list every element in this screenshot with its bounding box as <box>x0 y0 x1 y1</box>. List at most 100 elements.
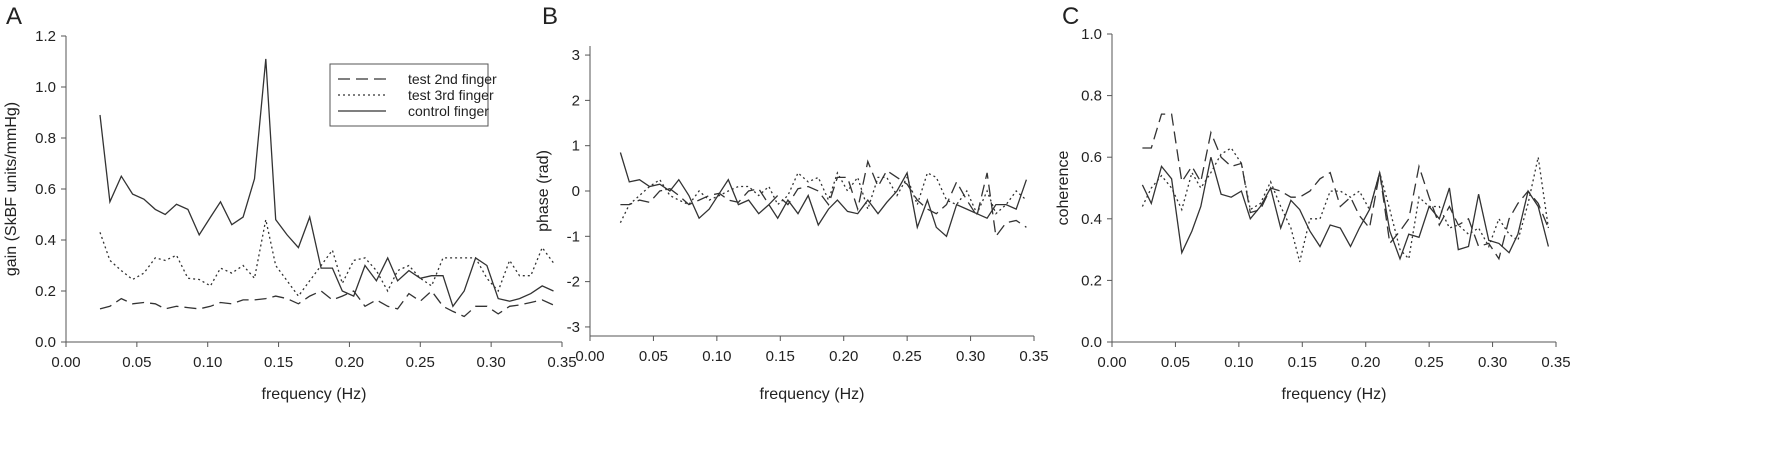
data-point <box>431 290 432 291</box>
data-point <box>828 199 829 200</box>
data-point <box>364 257 365 258</box>
data-point <box>376 299 377 300</box>
data-point <box>530 293 531 294</box>
data-point <box>1171 187 1172 188</box>
data-point <box>1418 197 1419 198</box>
x-tick-label: 0.05 <box>122 354 151 371</box>
data-point <box>659 190 660 191</box>
data-point <box>797 172 798 173</box>
y-tick-label: 0.2 <box>35 283 56 300</box>
data-point <box>275 296 276 297</box>
data-point <box>243 299 244 300</box>
data-point <box>452 306 453 307</box>
data-point <box>275 219 276 220</box>
x-tick-label: 0.30 <box>1478 354 1507 371</box>
data-point <box>1161 175 1162 176</box>
data-point <box>187 209 188 210</box>
data-point <box>1389 243 1390 244</box>
data-point <box>353 290 354 291</box>
data-point <box>1260 206 1261 207</box>
data-point <box>431 285 432 286</box>
panel-label: B <box>542 3 558 30</box>
data-point <box>1191 166 1192 167</box>
data-point <box>867 161 868 162</box>
data-point <box>629 204 630 205</box>
data-point <box>176 204 177 205</box>
data-point <box>1458 224 1459 225</box>
series-line-solid <box>619 152 1028 238</box>
data-point <box>442 275 443 276</box>
y-tick-label: 0.0 <box>1081 334 1102 351</box>
data-point <box>877 186 878 187</box>
data-point <box>464 316 465 317</box>
data-point <box>99 308 100 309</box>
data-point <box>187 278 188 279</box>
y-axis-label: phase (rad) <box>535 150 552 232</box>
data-point <box>1538 206 1539 207</box>
data-point <box>1330 172 1331 173</box>
series-line-dashed <box>99 290 554 318</box>
data-point <box>1191 172 1192 173</box>
data-point <box>1508 234 1509 235</box>
data-point <box>1250 212 1251 213</box>
y-tick-label: 2 <box>572 92 580 109</box>
data-point <box>797 213 798 214</box>
series-line-dotted <box>99 219 555 298</box>
data-point <box>475 306 476 307</box>
data-point <box>364 265 365 266</box>
data-point <box>1488 240 1489 241</box>
y-tick-label: 1.0 <box>1081 26 1102 43</box>
data-point <box>688 195 689 196</box>
series-line-dotted <box>1141 147 1550 263</box>
data-point <box>1005 222 1006 223</box>
data-point <box>1231 197 1232 198</box>
data-point <box>758 213 759 214</box>
x-tick-label: 0.15 <box>1288 354 1317 371</box>
data-point <box>1478 227 1479 228</box>
data-point <box>109 260 110 261</box>
y-tick-label: 1.2 <box>35 28 56 45</box>
data-point <box>1181 181 1182 182</box>
data-point <box>907 184 908 185</box>
data-point <box>698 218 699 219</box>
data-point <box>1151 147 1152 148</box>
data-point <box>254 299 255 300</box>
data-point <box>709 209 710 210</box>
data-point <box>1026 199 1027 200</box>
data-point <box>1439 218 1440 219</box>
data-point <box>1210 172 1211 173</box>
data-point <box>620 222 621 223</box>
x-tick-label: 0.00 <box>1097 354 1126 371</box>
data-point <box>1026 227 1027 228</box>
x-tick-label: 0.20 <box>829 348 858 365</box>
series-line-solid <box>1141 157 1550 261</box>
x-tick-label: 0.30 <box>956 348 985 365</box>
y-tick-label: 0.4 <box>1081 211 1102 228</box>
data-point <box>956 181 957 182</box>
data-point <box>927 172 928 173</box>
data-point <box>1250 209 1251 210</box>
data-point <box>464 290 465 291</box>
y-tick-label: 0.0 <box>35 334 56 351</box>
data-point <box>1220 154 1221 155</box>
data-point <box>966 190 967 191</box>
data-point <box>936 177 937 178</box>
data-point <box>1478 194 1479 195</box>
data-point <box>109 306 110 307</box>
y-tick-label: 0.4 <box>35 232 56 249</box>
data-point <box>1449 187 1450 188</box>
data-point <box>1280 190 1281 191</box>
data-point <box>936 227 937 228</box>
data-point <box>698 190 699 191</box>
data-point <box>1517 203 1518 204</box>
data-point <box>678 179 679 180</box>
data-point <box>420 278 421 279</box>
data-point <box>1016 209 1017 210</box>
panel-b: B 0.00 0.05 0.10 0.15 0.20 0.25 0.30 0.35 -3 -2 -1 0… <box>535 3 1049 403</box>
data-point <box>709 195 710 196</box>
data-point <box>1548 227 1549 228</box>
data-point <box>1538 203 1539 204</box>
y-tick-label: 0 <box>572 183 580 200</box>
legend-label: test 2nd finger <box>408 71 497 87</box>
data-point <box>165 260 166 261</box>
